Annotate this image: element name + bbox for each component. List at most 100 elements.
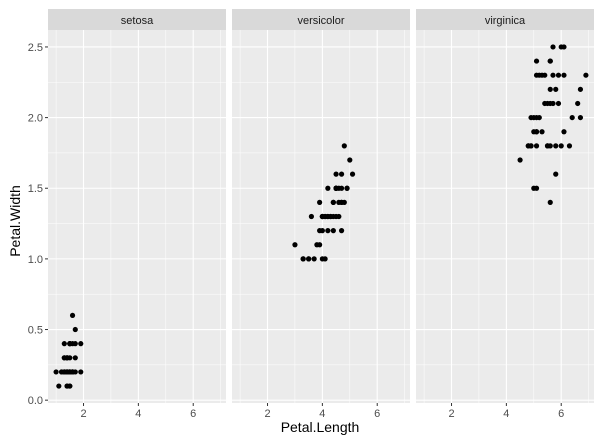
x-tick-label: 4 xyxy=(135,408,141,420)
data-point xyxy=(531,129,537,135)
data-point xyxy=(61,341,67,347)
data-point xyxy=(553,143,559,149)
data-point xyxy=(347,157,353,163)
data-point xyxy=(536,114,542,121)
facet-panel-versicolor: versicolor 2 4 6 xyxy=(232,9,410,420)
data-point xyxy=(300,256,306,262)
facet-strip xyxy=(416,9,594,30)
data-point xyxy=(544,143,551,149)
data-point xyxy=(338,185,345,191)
data-point xyxy=(577,86,584,92)
data-point xyxy=(330,228,336,234)
facet-strip-label: versicolor xyxy=(297,15,344,27)
data-point xyxy=(78,341,84,347)
data-point xyxy=(306,256,312,262)
data-point xyxy=(341,143,347,149)
data-point xyxy=(69,312,76,319)
panel-background xyxy=(48,30,226,403)
y-tick-label: 2.5 xyxy=(28,42,43,54)
data-point xyxy=(56,383,62,389)
data-point xyxy=(336,199,342,205)
data-point xyxy=(553,86,559,92)
y-tick-label: 2.0 xyxy=(28,113,43,125)
data-point xyxy=(555,100,562,107)
data-point xyxy=(566,143,573,149)
data-point xyxy=(561,129,567,135)
data-point xyxy=(327,213,334,220)
data-point xyxy=(338,228,345,234)
data-point xyxy=(67,341,73,347)
x-tick-label: 4 xyxy=(503,408,509,420)
x-tick-label: 2 xyxy=(80,408,86,420)
data-point xyxy=(64,355,70,361)
data-point xyxy=(561,44,567,50)
x-tick-label: 2 xyxy=(264,408,270,420)
facet-strip-label: virginica xyxy=(485,15,526,27)
data-point xyxy=(72,355,78,361)
data-point xyxy=(542,72,548,78)
data-point xyxy=(558,143,564,149)
data-point xyxy=(314,242,320,248)
data-point xyxy=(547,100,553,107)
facet-panel-virginica: virginica 2 4 6 xyxy=(416,9,594,420)
data-point xyxy=(528,114,534,121)
data-point xyxy=(317,199,323,205)
data-point xyxy=(336,213,342,220)
data-point xyxy=(322,213,328,220)
y-tick-label: 0.0 xyxy=(28,395,43,407)
data-point xyxy=(555,72,562,78)
data-point xyxy=(547,58,553,64)
data-point xyxy=(550,72,556,78)
data-point xyxy=(72,326,78,333)
data-point xyxy=(64,383,70,389)
data-point xyxy=(539,129,545,135)
data-point xyxy=(78,369,84,375)
data-point xyxy=(330,199,336,205)
data-point xyxy=(322,256,328,262)
data-point xyxy=(533,58,540,64)
x-tick-label: 6 xyxy=(374,408,380,420)
x-tick-label: 6 xyxy=(190,408,196,420)
y-axis: 0.0 0.5 1.0 1.5 2.0 2.5 xyxy=(28,42,48,407)
data-point xyxy=(553,171,559,177)
data-point xyxy=(533,143,540,149)
data-point xyxy=(575,100,581,107)
data-point xyxy=(547,199,553,205)
facet-strip xyxy=(232,9,410,30)
data-point xyxy=(517,157,523,163)
data-point xyxy=(577,114,584,121)
data-point xyxy=(325,185,331,191)
data-point xyxy=(319,228,325,234)
data-point xyxy=(308,213,315,220)
x-tick-label: 6 xyxy=(558,408,564,420)
panel-background xyxy=(416,30,594,403)
data-point xyxy=(569,114,575,121)
data-point xyxy=(338,171,345,177)
data-point xyxy=(547,86,553,92)
data-point xyxy=(311,256,317,262)
x-tick-label: 4 xyxy=(319,408,325,420)
x-tick-label: 2 xyxy=(448,408,454,420)
facet-panel-setosa: setosa 2 4 6 xyxy=(48,9,226,420)
facet-strip xyxy=(48,9,226,30)
y-axis-title: Petal.Width xyxy=(7,185,23,257)
data-point xyxy=(536,72,542,78)
data-point xyxy=(325,228,331,234)
data-point xyxy=(583,72,589,78)
y-tick-label: 1.5 xyxy=(28,183,43,195)
data-point xyxy=(561,72,567,78)
data-point xyxy=(333,185,339,191)
data-point xyxy=(344,185,350,191)
x-axis-title: Petal.Length xyxy=(281,419,360,435)
data-point xyxy=(333,171,339,177)
data-point xyxy=(525,143,531,149)
y-tick-label: 1.0 xyxy=(28,254,43,266)
data-point xyxy=(550,44,556,50)
data-point xyxy=(53,369,59,375)
data-point xyxy=(292,242,298,248)
data-point xyxy=(341,199,347,205)
data-point xyxy=(542,100,548,107)
data-point xyxy=(533,185,540,191)
facet-strip-label: setosa xyxy=(121,15,154,27)
